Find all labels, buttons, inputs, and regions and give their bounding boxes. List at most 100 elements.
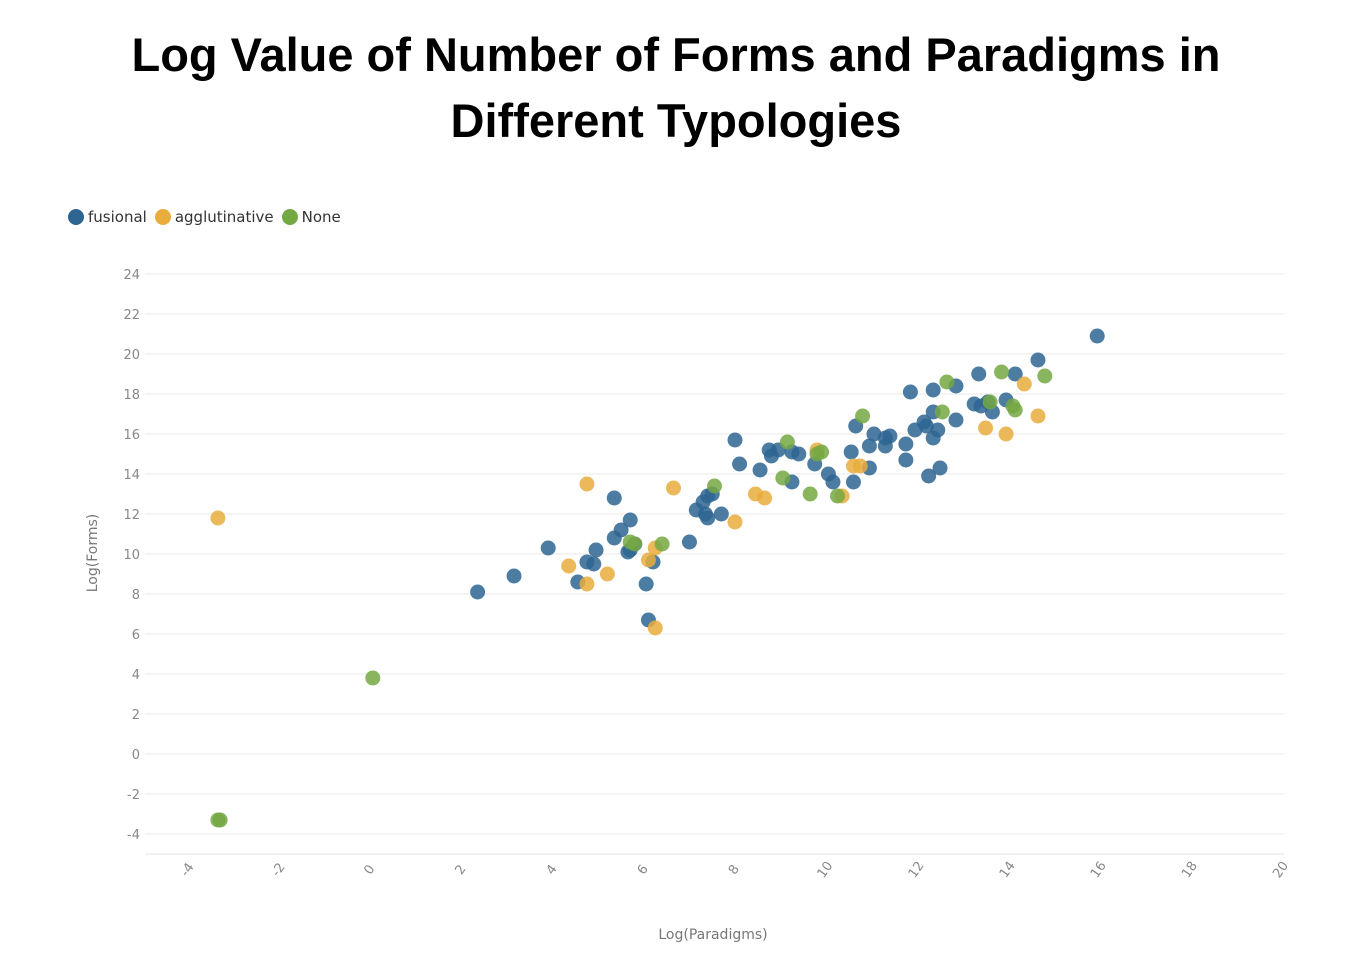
x-tick-label: 2 (453, 862, 470, 877)
legend-label-agglutinative: agglutinative (174, 208, 274, 226)
chart-title: Log Value of Number of Forms and Paradig… (0, 22, 1352, 154)
legend: fusional agglutinative None (68, 208, 349, 226)
data-point-none (779, 434, 795, 450)
data-point-fusional (825, 474, 841, 490)
data-point-fusional (971, 366, 987, 382)
data-point-none (994, 364, 1010, 380)
legend-label-fusional: fusional (88, 208, 147, 226)
data-point-none (802, 486, 818, 502)
data-point-agglutinative (757, 490, 773, 506)
data-point-agglutinative (599, 566, 615, 582)
data-point-fusional (861, 438, 877, 454)
data-point-fusional (470, 584, 486, 600)
data-point-none (365, 670, 381, 686)
data-point-agglutinative (640, 552, 656, 568)
data-point-fusional (948, 412, 964, 428)
y-axis-label: Log(Forms) (85, 513, 101, 593)
y-tick-label: 0 (132, 748, 140, 763)
chart-title-line-1: Log Value of Number of Forms and Paradig… (131, 28, 1221, 81)
y-tick-label: 4 (132, 668, 140, 683)
data-point-none (939, 374, 955, 390)
data-point-fusional (713, 506, 729, 522)
data-point-fusional (925, 430, 941, 446)
data-point-fusional (907, 422, 923, 438)
data-point-fusional (866, 426, 882, 442)
data-point-none (1007, 402, 1023, 418)
data-point-fusional (918, 418, 934, 434)
data-point-fusional (932, 460, 948, 476)
data-point-fusional (763, 448, 779, 464)
x-tick-label: 6 (635, 862, 652, 877)
data-point-fusional (506, 568, 522, 584)
data-point-agglutinative (978, 420, 994, 436)
data-point-fusional (752, 462, 768, 478)
data-point-agglutinative (727, 514, 743, 530)
y-tick-label: 24 (123, 268, 140, 283)
data-point-none (622, 534, 638, 550)
data-point-fusional (681, 534, 697, 550)
x-tick-label: 14 (997, 859, 1019, 881)
x-tick-label: 8 (726, 862, 743, 877)
data-point-none (982, 394, 998, 410)
data-point-fusional (791, 446, 807, 462)
data-point-fusional (845, 474, 861, 490)
data-point-fusional (732, 456, 748, 472)
y-tick-label: -4 (127, 828, 140, 843)
data-point-fusional (622, 512, 638, 528)
y-tick-label: 18 (123, 388, 140, 403)
legend-marker-agglutinative (154, 209, 171, 225)
chart-title-line-2: Different Typologies (450, 94, 902, 147)
data-point-none (855, 408, 871, 424)
data-point-fusional (727, 432, 743, 448)
data-point-fusional (638, 576, 654, 592)
data-point-fusional (586, 556, 602, 572)
data-point-fusional (898, 452, 914, 468)
data-point-fusional (700, 510, 716, 526)
x-tick-label: 16 (1088, 859, 1110, 881)
data-point-none (775, 470, 791, 486)
y-tick-label: 22 (123, 308, 140, 323)
x-tick-label: 4 (544, 862, 561, 877)
data-point-agglutinative (852, 458, 868, 474)
x-tick-label: 20 (1270, 859, 1292, 881)
data-point-agglutinative (647, 620, 663, 636)
data-point-none (707, 478, 722, 494)
x-tick-label: 10 (815, 859, 837, 881)
data-point-none (1037, 368, 1053, 384)
y-tick-label: 8 (132, 588, 140, 603)
x-tick-label: -2 (269, 860, 289, 879)
data-point-fusional (902, 384, 918, 400)
data-point-fusional (925, 382, 941, 398)
y-tick-label: 2 (132, 708, 140, 723)
data-point-fusional (921, 468, 937, 484)
data-point-fusional (606, 530, 622, 546)
y-axis-label-wrap: Log(Forms) (80, 460, 106, 660)
x-tick-label: -4 (178, 860, 198, 879)
y-tick-label: 10 (123, 548, 140, 563)
legend-item-fusional[interactable]: fusional (68, 208, 147, 226)
data-point-fusional (898, 436, 914, 452)
data-point-none (934, 404, 950, 420)
data-point-fusional (606, 490, 622, 506)
y-tick-label: 20 (123, 348, 140, 363)
y-tick-label: -2 (127, 788, 140, 803)
data-point-agglutinative (998, 426, 1014, 442)
data-point-agglutinative (579, 476, 595, 492)
x-axis-label: Log(Paradigms) (658, 927, 768, 943)
data-point-agglutinative (579, 576, 595, 592)
data-point-fusional (843, 444, 859, 460)
data-point-agglutinative (1016, 376, 1032, 392)
legend-label-none: None (301, 208, 341, 226)
legend-marker-none (281, 209, 298, 225)
data-point-agglutinative (1030, 408, 1046, 424)
data-point-none (210, 812, 226, 828)
data-point-fusional (1030, 352, 1046, 368)
legend-item-none[interactable]: None (281, 208, 341, 226)
y-tick-label: 14 (123, 468, 140, 483)
data-point-fusional (588, 542, 604, 558)
data-point-fusional (1007, 366, 1023, 382)
legend-item-agglutinative[interactable]: agglutinative (154, 208, 274, 226)
data-point-agglutinative (561, 558, 577, 574)
x-tick-label: 12 (906, 859, 928, 881)
